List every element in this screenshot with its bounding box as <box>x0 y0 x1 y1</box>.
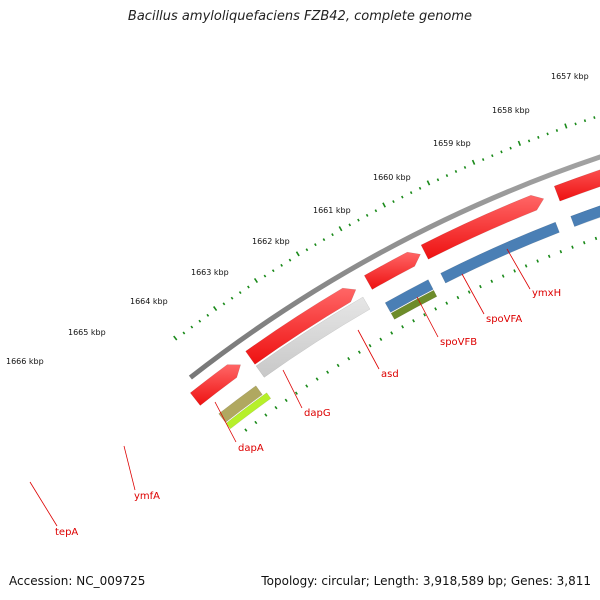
gene-label: spoVFB <box>440 337 477 348</box>
cds-reverse-1 <box>255 296 371 378</box>
gene-label: ymxH <box>532 288 561 299</box>
cds-forward-4 <box>420 195 545 260</box>
gene-leader-line <box>357 329 380 370</box>
gene-label: dapG <box>304 408 331 419</box>
cds-forward-2 <box>245 287 357 365</box>
cds-forward-5 <box>553 169 600 202</box>
gene-leader-line <box>214 401 237 443</box>
tick-label: 1658 kbp <box>492 106 530 115</box>
tick-label: 1659 kbp <box>433 139 471 148</box>
tick-label: 1657 kbp <box>551 72 589 81</box>
tick-label: 1663 kbp <box>191 268 229 277</box>
tick-label: 1661 kbp <box>313 206 351 215</box>
cog-steel-2 <box>440 221 560 284</box>
genome-backbone <box>188 154 600 380</box>
inner-tick-ring <box>244 236 598 432</box>
gene-leader-line <box>461 273 485 315</box>
cog-steel-1 <box>384 279 434 313</box>
gene-leader-line <box>29 481 58 527</box>
cds-forward-3 <box>363 251 421 290</box>
genome-title: Bacillus amyloliquefaciens FZB42, comple… <box>127 9 473 24</box>
kbp-tick-labels: 1657 kbp 1658 kbp 1659 kbp 1660 kbp 1661 kbp… <box>6 72 589 366</box>
cog-lime <box>225 392 272 430</box>
gene-label: spoVFA <box>486 314 522 325</box>
tick-label: 1666 kbp <box>6 357 44 366</box>
gene-leader-line <box>506 248 531 290</box>
gene-leader-line <box>416 296 439 338</box>
gene-label: ymfA <box>134 491 160 502</box>
gene-labels: ymxH spoVFA spoVFB asd dapG dapA ymfA tepA <box>29 248 561 538</box>
gene-label: dapA <box>238 443 264 454</box>
outer-tick-ring <box>173 116 596 341</box>
cog-olive <box>390 289 438 320</box>
cog-steel-3 <box>570 205 600 227</box>
tick-label: 1660 kbp <box>373 173 411 182</box>
tick-label: 1665 kbp <box>68 328 106 337</box>
tick-label: 1662 kbp <box>252 237 290 246</box>
gene-label: tepA <box>55 527 78 538</box>
cog-khaki <box>218 385 263 423</box>
genome-summary: Topology: circular; Length: 3,918,589 bp… <box>261 574 591 588</box>
gene-leader-line <box>123 445 136 491</box>
tick-label: 1664 kbp <box>130 297 168 306</box>
cds-forward-1 <box>189 364 241 406</box>
feature-track <box>189 169 600 430</box>
gene-leader-line <box>282 369 303 409</box>
accession-label: Accession: NC_009725 <box>9 574 146 588</box>
gene-label: asd <box>381 369 399 380</box>
